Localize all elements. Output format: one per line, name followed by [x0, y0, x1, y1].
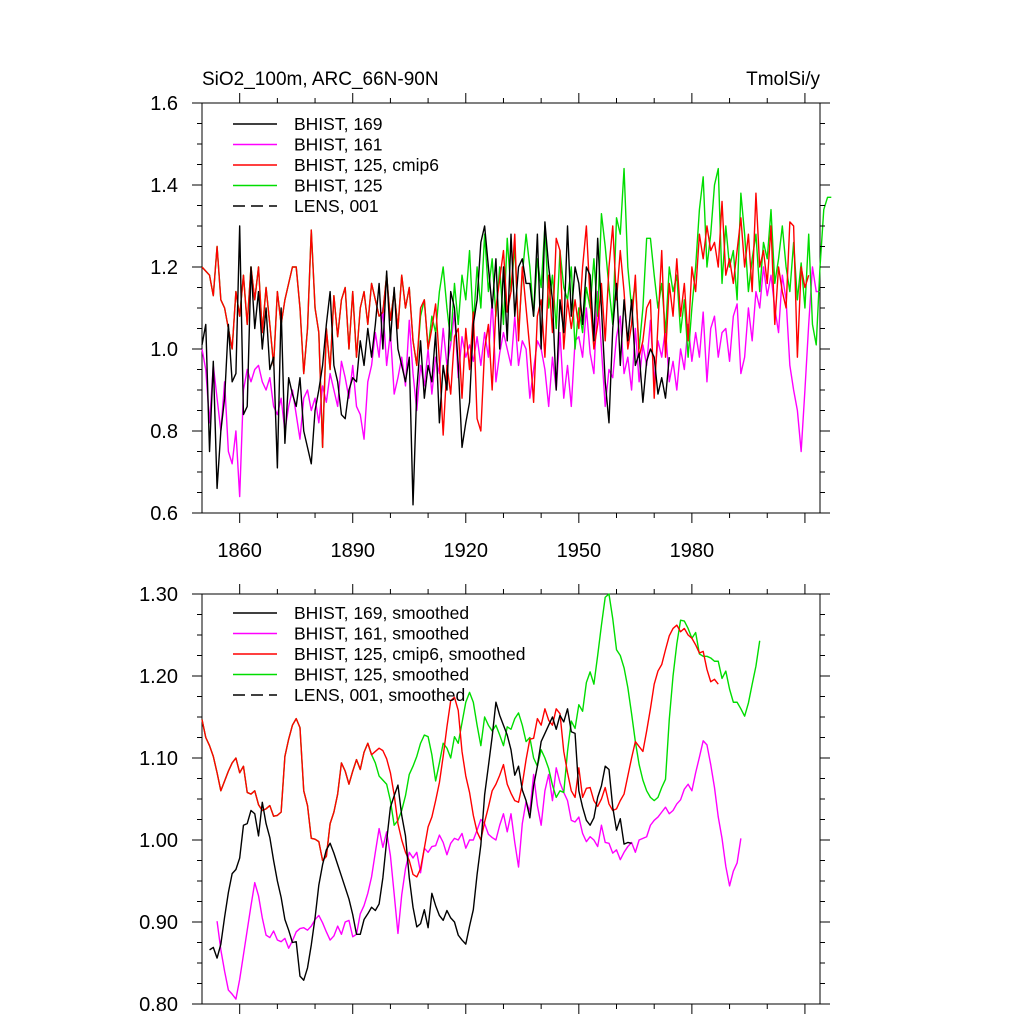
legend-label: BHIST, 125, smoothed — [294, 665, 469, 685]
legend-label: LENS, 001, smoothed — [294, 685, 465, 705]
y-tick-label: 1.10 — [139, 748, 178, 770]
y-tick-label: 1.30 — [139, 584, 178, 606]
chart-title: SiO2_100m, ARC_66N-90N — [202, 69, 439, 90]
legend-label: BHIST, 161, smoothed — [294, 624, 469, 644]
legend-label: BHIST, 125, cmip6, smoothed — [294, 644, 526, 664]
y-tick-label: 1.6 — [150, 93, 178, 115]
legend-label: BHIST, 125 — [294, 176, 383, 196]
series-line-bhist-161-smoothed — [216, 740, 742, 1000]
y-tick-label: 0.90 — [139, 912, 178, 934]
bottom-panel: 0.80 0.90 1.00 1.10 1.20 1.30 BHIST, 169, smoo… — [139, 584, 830, 1016]
legend-label: LENS, 001 — [294, 196, 379, 216]
y-tick-label: 1.00 — [139, 830, 178, 852]
x-tick-label: 1980 — [670, 540, 715, 562]
series-line-bhist-169-smoothed — [209, 701, 632, 981]
legend-label: BHIST, 169 — [294, 114, 383, 134]
top-panel: 1860 1890 1920 1950 1980 0.6 0.8 1.0 1.2 1.4 1.6 Si… — [150, 69, 832, 562]
y-tick-label: 0.6 — [150, 503, 178, 525]
legend-label: BHIST, 125, cmip6 — [294, 155, 439, 175]
x-tick-label: 1860 — [217, 540, 262, 562]
y-tick-label: 0.80 — [139, 994, 178, 1016]
series-line-bhist-125-cmip6-smoothed — [201, 624, 719, 878]
series-line-bhist-169 — [201, 221, 670, 506]
series-line-bhist-161 — [201, 266, 820, 498]
y-tick-label: 1.4 — [150, 175, 178, 197]
y-tick-label: 1.2 — [150, 257, 178, 279]
x-tick-label: 1890 — [330, 540, 375, 562]
x-tick-label: 1920 — [444, 540, 489, 562]
series-line-bhist-125-cmip6 — [201, 192, 810, 449]
y-tick-label: 1.20 — [139, 666, 178, 688]
y-tick-label: 1.0 — [150, 339, 178, 361]
units-label: TmolSi/y — [746, 69, 820, 90]
y-tick-label: 0.8 — [150, 421, 178, 443]
legend-label: BHIST, 169, smoothed — [294, 603, 469, 623]
legend-label: BHIST, 161 — [294, 135, 383, 155]
x-tick-label: 1950 — [557, 540, 602, 562]
